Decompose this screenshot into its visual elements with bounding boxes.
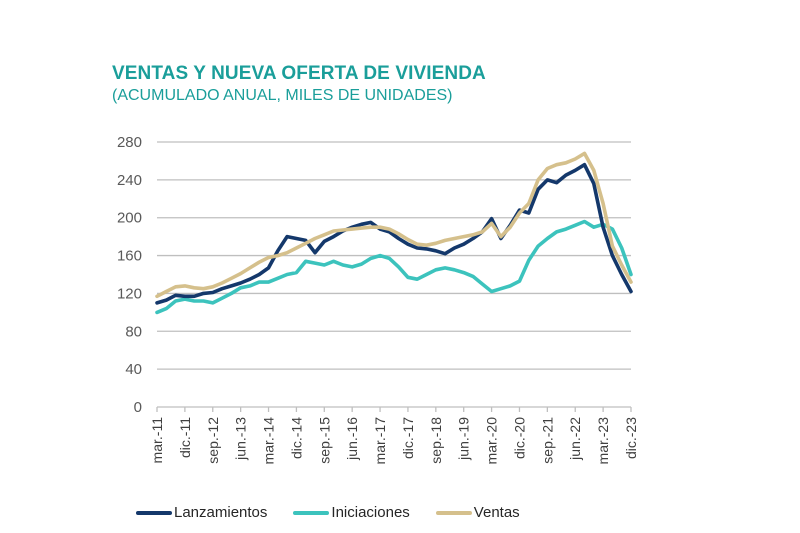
legend-label: Iniciaciones [331,504,410,521]
y-tick-label: 0 [134,399,142,416]
legend-item-iniciaciones: Iniciaciones [293,504,410,521]
x-tick-label: jun.-22 [567,417,583,461]
y-tick-label: 80 [125,323,142,340]
x-tick-label: mar.-20 [484,417,500,465]
series-lines [155,151,633,315]
chart-subtitle: (ACUMULADO ANUAL, MILES DE UNIDADES) [112,87,453,104]
y-tick-label: 120 [117,285,142,302]
series-line-lanzamientos [155,162,633,305]
x-tick-label: sep.-12 [205,417,221,464]
y-tick-label: 240 [117,172,142,189]
x-tick-label: mar.-14 [261,417,277,465]
y-axis-ticks: 0 40 80 120 160 200 240 280 [117,134,142,416]
x-tick-label: sep.-15 [316,417,332,464]
x-tick-label: sep.-18 [428,417,444,464]
x-tick-label: mar.-11 [149,417,165,464]
legend-swatch-ventas [435,510,472,515]
x-tick-label: jun.-16 [344,417,360,461]
gridlines [157,141,631,370]
y-tick-label: 200 [117,210,142,227]
legend: Lanzamientos Iniciaciones Ventas [136,504,546,521]
chart-title: VENTAS Y NUEVA OFERTA DE VIVIENDA [112,63,486,84]
x-tick-label: jun.-19 [456,417,472,461]
legend-swatch-iniciaciones [293,510,330,515]
y-tick-label: 40 [125,361,142,378]
x-tick-label: mar.-17 [372,417,388,465]
x-tick-label: jun.-13 [233,417,249,461]
series-line-iniciaciones [155,219,633,315]
x-tick-label: dic.-20 [511,417,527,459]
x-axis: mar.-11 dic.-11 sep.-12 jun.-13 mar.-14 dic.-… [149,406,639,465]
x-tick-label: dic.-11 [177,417,193,458]
y-tick-label: 160 [117,248,142,265]
x-tick-label: mar.-23 [595,417,611,465]
legend-item-lanzamientos: Lanzamientos [136,504,267,521]
legend-swatch-lanzamientos [136,510,172,515]
x-tick-label: sep.-21 [539,417,555,464]
legend-label: Lanzamientos [174,504,268,521]
x-tick-label: dic.-23 [623,417,639,459]
series-line-ventas [155,151,633,299]
x-tick-label: dic.-17 [400,417,416,459]
x-tick-label: dic.-14 [288,417,304,459]
y-tick-label: 280 [117,134,142,151]
legend-label: Ventas [473,504,520,521]
legend-item-ventas: Ventas [435,504,520,521]
